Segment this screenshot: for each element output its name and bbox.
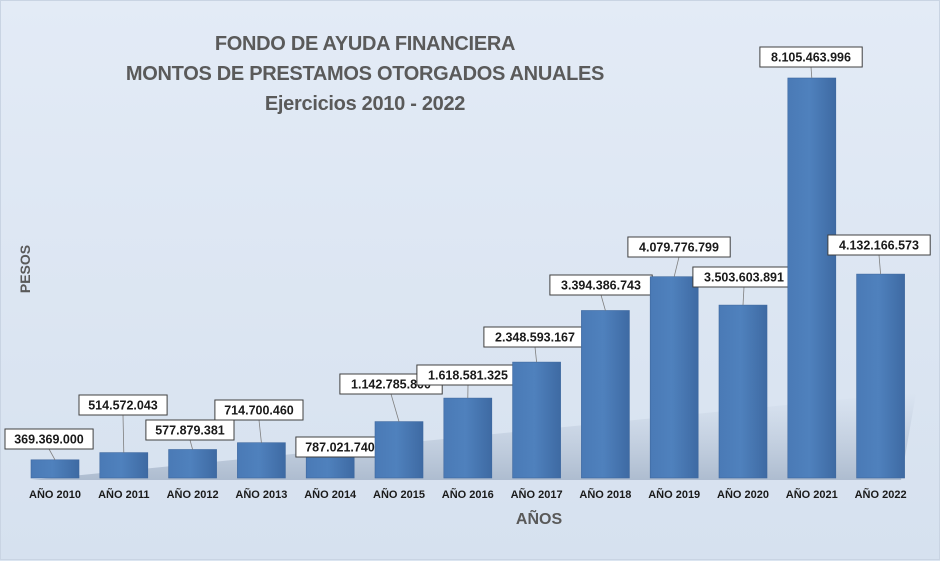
data-label: 4.079.776.799	[639, 241, 719, 255]
x-tick-label: AÑO 2011	[98, 488, 149, 501]
data-label-leader	[535, 347, 537, 362]
x-tick-label: AÑO 2018	[579, 488, 631, 501]
data-label: 787.021.740	[305, 441, 375, 455]
data-label-leader	[674, 257, 679, 277]
bar-año-2012	[169, 450, 217, 479]
bar-año-2017	[513, 362, 561, 478]
x-tick-label: AÑO 2010	[29, 488, 81, 501]
data-label: 714.700.460	[224, 404, 294, 418]
data-label: 514.572.043	[88, 399, 158, 413]
bar-año-2021	[788, 78, 836, 478]
data-label: 577.879.381	[155, 424, 225, 438]
bar-año-2020	[719, 305, 767, 478]
bar-año-2010	[31, 460, 79, 478]
x-tick-label: AÑO 2022	[855, 488, 907, 501]
x-tick-label: AÑO 2020	[717, 488, 769, 501]
bar-año-2013	[237, 443, 285, 478]
data-label-leader	[601, 295, 605, 310]
data-label-leader	[811, 67, 812, 78]
data-label-leader	[190, 440, 193, 449]
x-tick-label: AÑO 2016	[442, 488, 494, 501]
data-label: 3.394.386.743	[561, 279, 641, 293]
x-tick-label: AÑO 2013	[235, 488, 287, 501]
bar-año-2019	[650, 277, 698, 478]
x-tick-label: AÑO 2019	[648, 488, 700, 501]
data-label-leader	[123, 415, 124, 453]
data-label: 369.369.000	[14, 433, 84, 447]
data-label: 1.618.581.325	[428, 369, 508, 383]
data-label: 8.105.463.996	[771, 51, 851, 65]
x-tick-label: AÑO 2017	[511, 488, 563, 501]
bar-año-2022	[857, 274, 905, 478]
data-label: 4.132.166.573	[839, 239, 919, 253]
bar-año-2016	[444, 398, 492, 478]
data-label: 3.503.603.891	[704, 271, 784, 285]
bar-año-2018	[581, 311, 629, 479]
data-label: 2.348.593.167	[495, 331, 575, 345]
data-label-leader	[259, 420, 261, 443]
data-label-leader	[743, 287, 744, 305]
x-tick-label: AÑO 2014	[304, 488, 357, 501]
x-tick-label: AÑO 2015	[373, 488, 425, 501]
bar-año-2015	[375, 422, 423, 478]
data-label-leader	[391, 394, 399, 422]
bar-año-2011	[100, 453, 148, 478]
data-label-leader	[879, 255, 881, 274]
x-tick-label: AÑO 2021	[786, 488, 838, 501]
x-tick-label: AÑO 2012	[167, 488, 219, 501]
data-label-leader	[49, 449, 55, 460]
